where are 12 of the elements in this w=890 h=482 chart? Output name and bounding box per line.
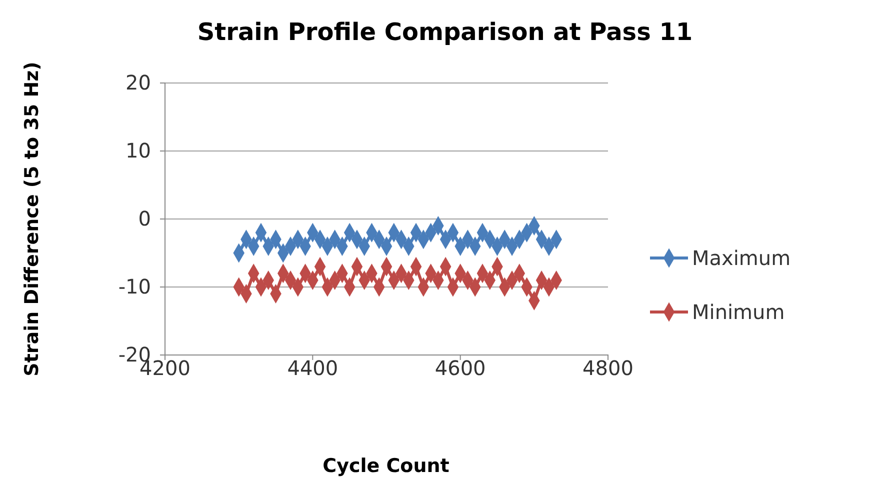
x-tick-label: 4600 [434,356,486,380]
y-tick-label: 10 [126,138,151,162]
x-tick-label: 4800 [582,356,634,380]
legend-label: Minimum [692,300,785,324]
legend-label: Maximum [692,246,791,270]
y-tick-label: -10 [118,274,151,298]
y-axis-title: Strain Difference (5 to 35 Hz) [21,62,43,376]
x-tick-label: 4400 [287,356,338,380]
y-tick-label: 0 [138,206,151,230]
y-tick-label: 20 [126,70,151,94]
chart-title: Strain Profile Comparison at Pass 11 [197,18,693,46]
x-axis-title: Cycle Count [322,455,450,477]
